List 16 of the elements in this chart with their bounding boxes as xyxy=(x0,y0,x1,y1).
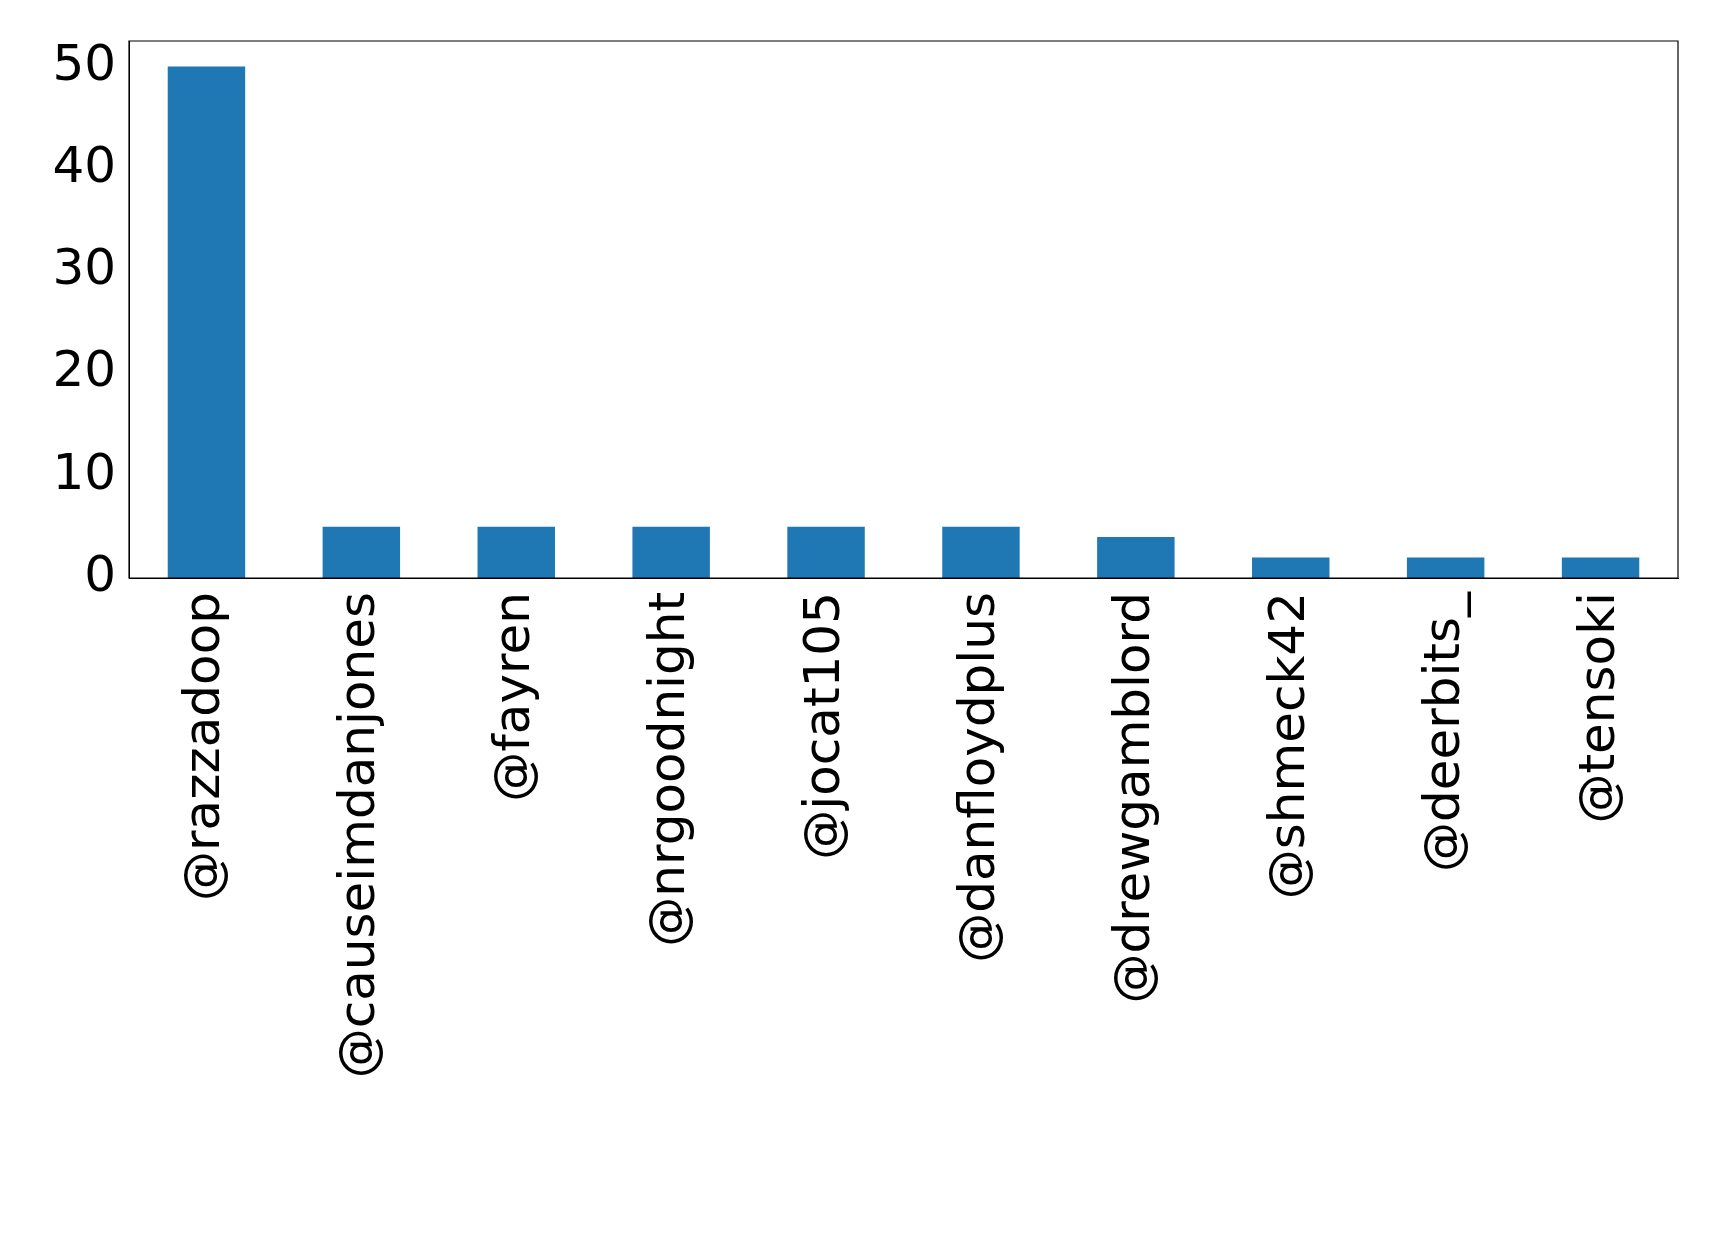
y-tick-label: 40 xyxy=(52,135,116,194)
y-tick-label: 50 xyxy=(52,33,116,92)
x-tick-label: @fayren xyxy=(483,592,542,802)
y-tick-label: 10 xyxy=(52,442,116,501)
x-tick-label: @jocat105 xyxy=(793,592,852,860)
y-tick-label: 20 xyxy=(52,340,116,399)
y-tick-label: 0 xyxy=(84,544,116,603)
x-tick-label: @deerbits_ xyxy=(1412,591,1471,873)
x-tick-label: @drewgamblord xyxy=(1102,592,1161,1004)
x-tick-label: @razzadoop xyxy=(173,592,232,901)
x-tick-label: @danfloydplus xyxy=(947,592,1006,963)
x-tick-label: @causeimdanjones xyxy=(328,592,387,1079)
y-tick-label: 30 xyxy=(52,238,116,297)
x-tick-label: @shmeck42 xyxy=(1257,592,1316,900)
x-tick-label: @nrgoodnight xyxy=(638,592,697,947)
x-tick-label: @tensoki xyxy=(1567,592,1626,824)
